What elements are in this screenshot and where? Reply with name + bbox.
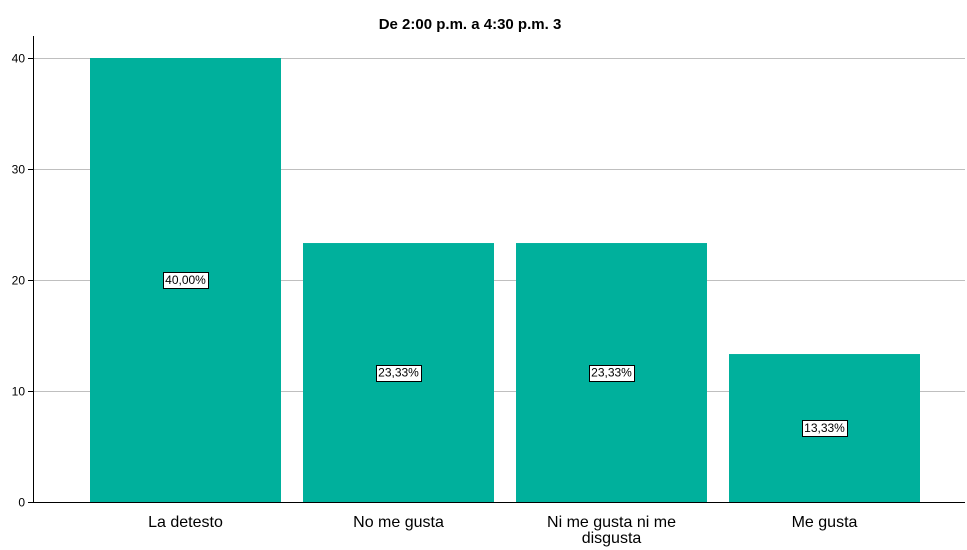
data-label-text: 23,33% [591, 366, 632, 380]
data-label-text: 23,33% [378, 366, 419, 380]
x-category-label: La detesto [148, 514, 223, 531]
y-tick-label: 40 [12, 52, 26, 66]
data-label-box [163, 272, 209, 289]
x-category-label-line: Ni me gusta ni me [547, 514, 676, 531]
axes [28, 36, 965, 503]
x-category-label-line: La detesto [148, 514, 223, 531]
x-category-label: Me gusta [792, 514, 858, 531]
data-label-box [376, 365, 422, 382]
data-label-text: 40,00% [165, 273, 206, 287]
data-label-box [802, 420, 848, 437]
category-labels: La detesto No me gusta Ni me gusta ni me di… [148, 514, 857, 547]
y-tick-label: 10 [12, 385, 26, 399]
x-category-label: Ni me gusta ni me disgusta [547, 514, 676, 547]
data-label: 40,00% [163, 272, 209, 289]
y-tick-label: 0 [18, 496, 25, 510]
data-label: 23,33% [589, 365, 635, 382]
x-category-label-line: Me gusta [792, 514, 858, 531]
x-category-label-line: disgusta [582, 530, 642, 547]
data-labels: 40,00% 23,33% 23,33% 13,33% [163, 272, 848, 437]
data-label: 23,33% [376, 365, 422, 382]
data-label-box [589, 365, 635, 382]
x-category-label-line: No me gusta [353, 514, 444, 531]
y-tick-label: 30 [12, 163, 26, 177]
data-label-text: 13,33% [804, 421, 845, 435]
y-tick-labels: 0 10 20 30 40 [12, 52, 26, 510]
x-category-label: No me gusta [353, 514, 444, 531]
y-tick-label: 20 [12, 274, 26, 288]
data-label: 13,33% [802, 420, 848, 437]
chart-title: De 2:00 p.m. a 4:30 p.m. 3 [379, 16, 562, 33]
